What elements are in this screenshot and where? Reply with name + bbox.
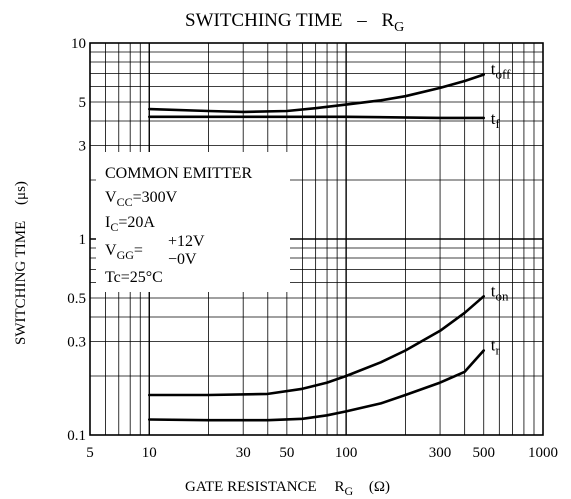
y-tick-label: 10 <box>71 36 86 52</box>
chart-title: SWITCHING TIME – RG <box>185 10 404 35</box>
series-line-ton <box>148 294 486 397</box>
series-label-ton: ton <box>491 281 509 303</box>
y-tick-label: 0.3 <box>67 334 86 350</box>
y-tick-label: 1 <box>79 232 87 248</box>
series-label-tr: tr <box>491 335 501 357</box>
x-axis-label-symbol: R <box>334 479 344 495</box>
x-tick-label: 500 <box>472 445 495 461</box>
y-tick-label: 0.5 <box>67 291 86 307</box>
series-line-tr <box>148 349 486 422</box>
x-tick-label: 100 <box>335 445 358 461</box>
annotation-vgg-upper: +12V <box>168 233 205 250</box>
chart-title-dash: – <box>356 10 367 31</box>
plot-frame <box>89 42 544 436</box>
x-axis-label-symbol-sub: G <box>344 484 353 498</box>
annotation-line-2: VCC=300V <box>105 189 178 209</box>
series-line-tf <box>148 115 486 120</box>
chart-title-symbol-sub: G <box>394 20 404 35</box>
x-tick-label: 30 <box>236 445 251 461</box>
x-tick-label: 300 <box>429 445 452 461</box>
x-tick-label: 50 <box>279 445 294 461</box>
grid-lines <box>90 43 543 435</box>
y-axis-label-unit: (μs) <box>13 181 29 205</box>
x-axis-label-text: GATE RESISTANCE <box>185 479 317 495</box>
conditions-box-background <box>96 152 290 292</box>
chart-title-symbol: R <box>381 10 394 31</box>
annotation-line-5: Tc=25°C <box>105 269 163 286</box>
y-tick-label: 0.1 <box>67 428 86 444</box>
annotation-line-3: IC=20A <box>105 214 155 234</box>
x-axis-label: GATE RESISTANCE RG (Ω) <box>185 479 390 499</box>
chart-title-text: SWITCHING TIME <box>185 10 342 31</box>
series-line-toff <box>148 73 486 114</box>
y-tick-label: 3 <box>79 138 87 154</box>
y-axis-label: SWITCHING TIME (μs) <box>13 181 29 345</box>
series-label-tf: tf <box>491 109 501 131</box>
x-tick-label: 5 <box>86 445 94 461</box>
conditions-box: COMMON EMITTER VCC=300V IC=20A VGG= +12V… <box>96 152 290 292</box>
annotation-line-4: VGG= <box>105 242 143 262</box>
y-tick-label: 5 <box>79 95 87 111</box>
annotation-vgg-lower: −0V <box>168 251 197 268</box>
series-label-toff: toff <box>491 60 511 82</box>
annotation-line-1: COMMON EMITTER <box>105 165 252 182</box>
y-axis-label-text: SWITCHING TIME <box>13 221 29 345</box>
tick-labels: 5 10 30 50 100 300 500 1000 0.1 0.3 0.5 1 3 5 10 <box>67 36 558 461</box>
x-tick-label: 1000 <box>528 445 558 461</box>
x-axis-label-unit: (Ω) <box>369 479 390 495</box>
series-lines <box>148 73 486 422</box>
x-tick-label: 10 <box>142 445 157 461</box>
